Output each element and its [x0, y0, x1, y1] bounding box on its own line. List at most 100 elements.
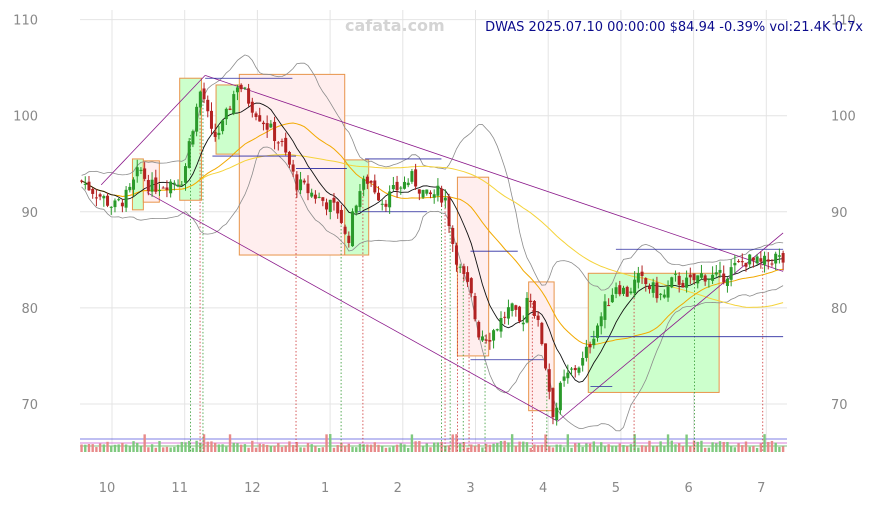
candle-body	[87, 181, 91, 191]
candle-body	[406, 182, 410, 186]
volume-bar	[303, 447, 306, 452]
candle-body	[91, 188, 95, 194]
volume-bar	[585, 443, 588, 452]
volume-bar	[188, 440, 191, 452]
volume-bar	[436, 442, 440, 452]
candle-body	[573, 367, 577, 371]
volume-bar	[403, 444, 406, 452]
volume-bar	[626, 446, 629, 452]
candle-body	[647, 286, 651, 290]
volume-bar	[310, 444, 313, 452]
volume-bar	[232, 442, 235, 452]
volume-bar	[236, 443, 239, 452]
candle-body	[317, 196, 321, 198]
volume-bar	[614, 445, 618, 452]
volume-bar	[143, 434, 146, 452]
volume-bar	[488, 444, 492, 452]
volume-bar	[239, 444, 243, 452]
candle-body	[243, 87, 247, 89]
volume-bar	[755, 447, 759, 452]
candle-body	[633, 279, 637, 294]
volume-bar	[447, 445, 451, 452]
volume-bar	[343, 445, 347, 452]
candle-body	[313, 194, 317, 199]
candle-body	[629, 291, 633, 294]
moving-average-short	[81, 102, 784, 383]
volume-bar	[729, 445, 733, 452]
price-box-up	[215, 84, 240, 155]
volume-bar	[440, 441, 443, 452]
candle-body	[514, 305, 518, 310]
candle-body	[124, 189, 128, 208]
candle-body	[395, 181, 399, 191]
candle-body	[777, 255, 781, 257]
candle-body	[555, 407, 559, 421]
volume-bar	[221, 444, 224, 452]
volume-bar	[136, 442, 139, 452]
volume-bar	[581, 446, 584, 452]
volume-bar	[629, 444, 633, 452]
volume-bar	[425, 443, 428, 452]
y-tick-label-right: 90	[831, 206, 848, 221]
x-tick-label: 1	[321, 481, 329, 496]
candle-body	[306, 183, 310, 194]
volume-bar	[176, 444, 180, 452]
x-tick-label: 7	[757, 481, 765, 496]
candle-body	[644, 278, 648, 285]
volume-bar	[536, 445, 540, 452]
volume-bar	[139, 446, 143, 452]
candle-body	[670, 277, 674, 288]
candle-body	[763, 255, 767, 265]
volume-bar	[666, 434, 670, 452]
candle-body	[365, 176, 369, 184]
y-tick-label-left: 100	[13, 110, 38, 125]
x-tick-label: 5	[612, 481, 620, 496]
candle-body	[462, 266, 466, 275]
bollinger-lower	[81, 146, 784, 432]
volume-bar	[225, 446, 228, 452]
volume-bar	[496, 442, 499, 452]
volume-bar	[648, 440, 651, 452]
volume-bar	[763, 434, 766, 452]
volume-bar	[110, 446, 113, 452]
candle-body	[261, 122, 265, 125]
moving-average-layer	[81, 102, 784, 383]
candle-body	[477, 321, 481, 338]
candle-body	[492, 330, 496, 341]
candle-body	[469, 278, 473, 294]
candle-body	[610, 294, 614, 303]
candle-body	[117, 199, 121, 201]
volume-bar	[410, 434, 414, 452]
x-tick-label: 4	[539, 481, 547, 496]
volume-bar	[510, 434, 514, 452]
level-layer	[205, 77, 784, 388]
candle-body	[581, 357, 585, 366]
x-tick-label: 10	[99, 481, 116, 496]
candle-body	[770, 263, 774, 265]
volume-bar	[366, 444, 369, 452]
candle-body	[718, 269, 722, 273]
candle-body	[729, 267, 733, 280]
candle-body	[636, 273, 640, 283]
candle-body	[503, 316, 507, 318]
volume-bar	[592, 441, 596, 452]
volume-bar	[98, 443, 102, 452]
volume-bar	[169, 447, 172, 452]
volume-bar	[213, 442, 217, 452]
candle-body	[362, 178, 366, 190]
volume-bar	[251, 440, 254, 452]
volume-bar	[741, 445, 744, 452]
volume-bar	[258, 443, 261, 452]
volume-bar	[113, 444, 117, 452]
y-tick-label-right: 70	[831, 398, 848, 413]
candle-body	[588, 344, 592, 348]
volume-bar	[347, 443, 351, 452]
volume-bar	[663, 445, 666, 452]
candle-body	[755, 256, 759, 264]
volume-bar	[162, 447, 165, 452]
volume-bar	[210, 441, 213, 452]
candle-body	[217, 132, 221, 136]
volume-bar	[484, 443, 488, 452]
x-tick-label: 12	[244, 481, 261, 496]
